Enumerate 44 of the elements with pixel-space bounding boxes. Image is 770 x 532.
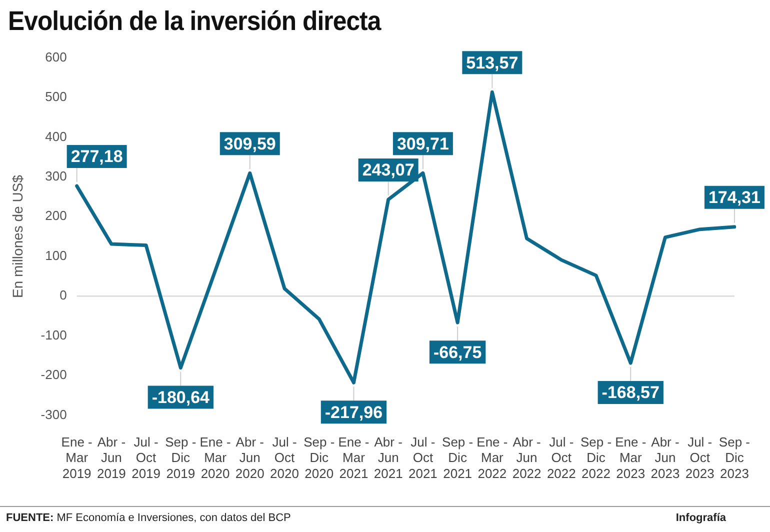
x-tick-label: Abr - Jun 2023 [650, 434, 680, 481]
x-tick-label: Ene - Mar 2022 [476, 434, 508, 481]
y-tick-label: 400 [45, 128, 67, 144]
y-tick-label: -200 [40, 367, 67, 382]
x-tick-label: Sep - Dic 2021 [442, 434, 474, 481]
x-tick-label: Jul - Oct 2019 [132, 434, 161, 481]
x-tick-label: Ene - Mar 2020 [200, 434, 231, 481]
y-tick-label: 500 [45, 89, 67, 104]
x-tick-label: Sep - Dic 2023 [718, 434, 750, 481]
x-tick-label: Abr - Jun 2020 [235, 434, 264, 481]
y-tick-label: 100 [45, 248, 67, 263]
x-tick-label: Ene - Mar 2021 [338, 434, 370, 481]
data-label: -168,57 [602, 383, 660, 402]
x-tick-label: Jul - Oct 2021 [408, 434, 438, 481]
y-tick-label: 300 [45, 168, 67, 184]
x-tick-label: Sep - Dic 2022 [580, 434, 612, 481]
x-tick-label: Sep - Dic 2020 [304, 434, 335, 481]
text: Infografía [676, 512, 726, 524]
data-label: 243,07 [362, 160, 414, 180]
y-tick-label: -100 [40, 327, 67, 342]
x-tick-label: Sep - Dic 2019 [165, 434, 196, 481]
y-tick-label: -300 [40, 406, 67, 422]
y-tick-label: 600 [45, 49, 67, 64]
x-tick-label: Abr - Jun 2021 [374, 434, 403, 481]
data-label: -66,75 [433, 342, 482, 362]
data-label: 277,18 [70, 147, 123, 166]
x-tick-label: Jul - Oct 2020 [270, 434, 299, 481]
data-label: 513,57 [466, 53, 518, 72]
x-tick-label: Abr - Jun 2022 [512, 434, 542, 481]
data-label: -217,96 [324, 402, 383, 422]
data-label: 309,59 [224, 134, 276, 154]
data-label: 309,71 [396, 134, 449, 154]
x-tick-label: Ene - Mar 2019 [61, 434, 92, 481]
y-tick-label: 0 [60, 288, 67, 303]
x-tick-label: Jul - Oct 2023 [685, 434, 714, 481]
y-axis-title: En millones de US$ [9, 174, 26, 298]
x-tick-label: Ene - Mar 2023 [615, 434, 646, 481]
chart-title: Evolución de la inversión directa [8, 6, 381, 37]
data-label: 174,31 [708, 188, 760, 208]
x-tick-label: Abr - Jun 2019 [96, 434, 126, 481]
y-tick-label: 200 [45, 208, 67, 224]
x-tick-label: Jul - Oct 2022 [546, 434, 576, 481]
data-label: -180,64 [152, 388, 210, 407]
source-note: FUENTE: MF Economía e Inversiones, con datos del BCP [6, 512, 291, 524]
